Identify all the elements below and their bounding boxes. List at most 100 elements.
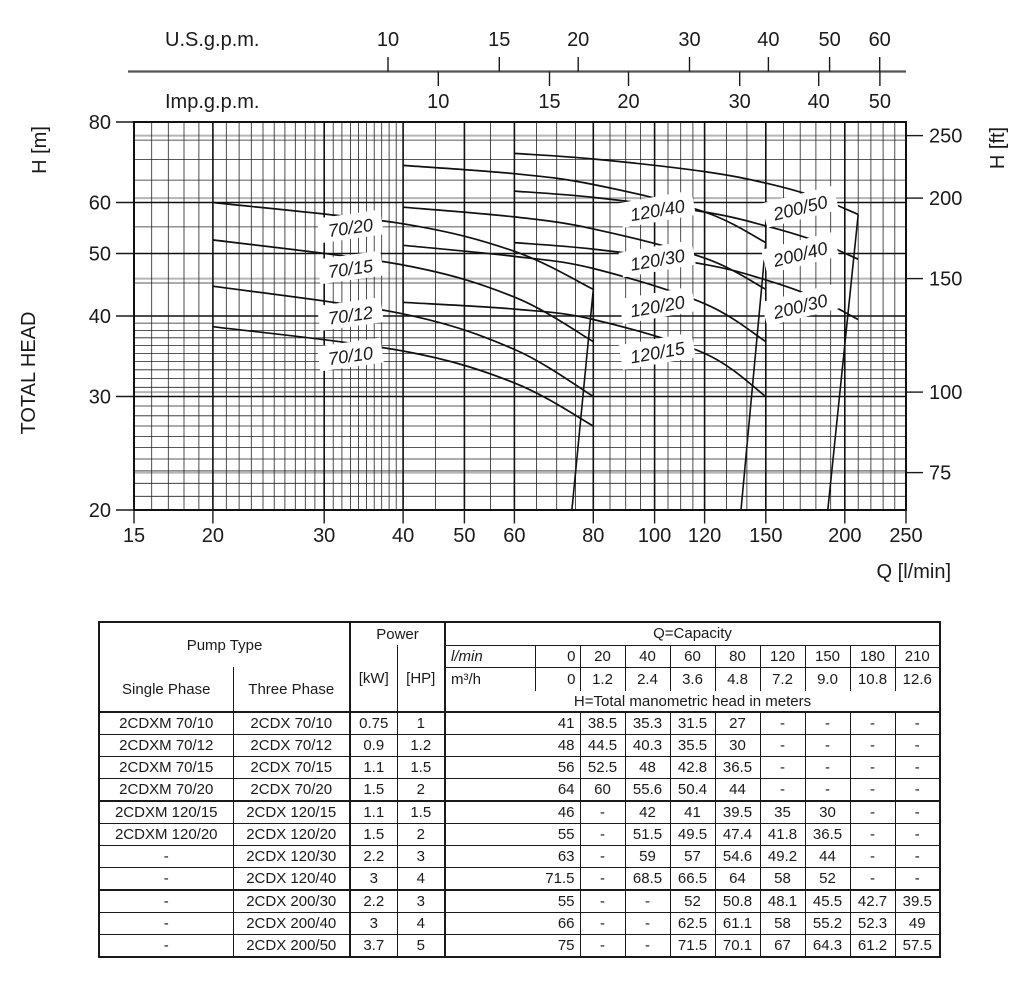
us-gpm-tick-label: 40	[757, 29, 779, 51]
flow-tick-lmin: 60	[669, 644, 716, 668]
h-ft-tick-label: 150	[929, 269, 962, 291]
curve-label-box	[618, 190, 696, 228]
h-ft-tick-label: 250	[929, 126, 962, 148]
flow-tick-m3h: 12.6	[894, 666, 941, 691]
table-cell: -	[98, 845, 234, 868]
imp-gpm-tick-label: 20	[617, 91, 639, 113]
curve-labels: 70/20 70/15 70/12 70/10 120/40 120/30 120/20 12…	[316, 185, 840, 372]
imp-gpm-tick-label: 15	[538, 91, 560, 113]
flow-tick-m3h: 0	[534, 666, 581, 691]
table-cell: 67	[759, 934, 806, 958]
table-cell: 68.5	[624, 867, 671, 891]
table-cell: 2	[396, 823, 446, 846]
pump-curve-70/10	[212, 325, 594, 427]
q-capacity-header: Q=Capacity	[444, 621, 941, 646]
pump-curve-70/15	[212, 239, 594, 343]
imp-gpm-tick-label: 40	[808, 91, 830, 113]
table-cell: 3	[349, 867, 398, 891]
q-axis-label: Q [l/min]	[877, 561, 951, 583]
single-phase-header: Single Phase	[98, 667, 234, 713]
table-cell: 35.3	[624, 711, 671, 735]
table-cell: 3	[396, 889, 446, 913]
curve-label-group: 70/15	[316, 250, 384, 285]
curve-label-box	[618, 239, 696, 278]
table-cell: 3	[349, 912, 398, 935]
table-cell: 5	[396, 934, 446, 958]
table-cell: 2CDXM 120/20	[98, 823, 234, 846]
table-row: 2CDXM 120/20 2CDX 120/20 1.5 2 55-51.5 49.5 47…	[98, 823, 941, 846]
table-cell: 58	[759, 867, 806, 891]
table-cell: 2CDXM 120/15	[98, 800, 234, 824]
table-cell: 2CDX 200/30	[232, 889, 351, 913]
h-m-tick-label: 30	[89, 387, 111, 409]
table-cell: 52	[804, 867, 851, 891]
imp-gpm-tick-label: 10	[427, 91, 449, 113]
table-cell: -	[759, 756, 806, 779]
table-cell: 2CDX 200/50	[232, 934, 351, 958]
table-cell: 30	[804, 800, 851, 824]
table-cell: 1.2	[396, 734, 446, 757]
table-cell: 2CDX 120/40	[232, 867, 351, 891]
table-cell: 39.5	[714, 800, 761, 824]
table-cell: 55.2	[804, 912, 851, 935]
table-cell: -	[894, 778, 941, 802]
table-cell: -	[624, 912, 671, 935]
table-cell: 70.1	[714, 934, 761, 958]
flow-tick-lmin: 150	[804, 644, 851, 668]
q-tick-label: 150	[749, 525, 782, 547]
table-cell: 51.5	[624, 823, 671, 846]
table-cell: -	[894, 867, 941, 891]
head-note: H=Total manometric head in meters	[444, 691, 941, 713]
curve-label-box	[618, 286, 696, 324]
curve-label-box	[316, 297, 384, 331]
operating-limit-line-120	[740, 242, 767, 511]
flow-tick-m3h: 7.2	[759, 666, 806, 691]
table-cell: -	[849, 800, 896, 824]
operating-limit-line-200	[827, 214, 859, 511]
table-cell: 58	[759, 912, 806, 935]
table-cell: 57.5	[894, 934, 941, 958]
bottom-axis: 15 20 30 40 50 60 80 100 120 150 200 250 Q [l/min]	[123, 510, 951, 583]
table-cell: 35	[759, 800, 806, 824]
total-head-axis-title: TOTAL HEAD	[18, 312, 40, 435]
flow-tick-m3h: 9.0	[804, 666, 851, 691]
table-row: -2CDX 200/30 2.2 3 55- -52 50.8 48.1 45.5 42.7 39…	[98, 889, 941, 913]
q-tick-label: 15	[123, 525, 145, 547]
h-m-tick-label: 20	[89, 500, 111, 522]
us-gpm-tick-label: 30	[678, 29, 700, 51]
table-cell: 1.1	[349, 800, 398, 824]
table-cell: 44	[714, 778, 761, 802]
q-tick-label: 250	[889, 525, 922, 547]
table-cell: 49.2	[759, 845, 806, 868]
plot-border	[133, 121, 907, 511]
power-header: Power	[349, 621, 446, 645]
table-cell: -	[98, 867, 234, 891]
us-gpm-tick-label: 20	[567, 29, 589, 51]
table-cell: -	[849, 756, 896, 779]
h-m-tick-label: 40	[89, 306, 111, 328]
table-cell: 41.8	[759, 823, 806, 846]
pump-type-header: Pump Type	[98, 621, 351, 667]
table-cell: -	[804, 734, 851, 757]
table-cell: 63	[444, 845, 581, 868]
us-gpm-tick-label: 10	[377, 29, 399, 51]
curve-label-box	[316, 209, 384, 244]
table-cell: 64	[444, 778, 581, 802]
table-cell: 60	[579, 778, 626, 802]
curve-label-box	[761, 185, 840, 228]
table-cell: -	[98, 912, 234, 935]
table-cell: 62.5	[669, 912, 716, 935]
flow-tick-lmin: 20	[579, 644, 626, 668]
table-cell: -	[894, 845, 941, 868]
flow-tick-lmin: 180	[849, 644, 896, 668]
table-row: 2CDXM 70/12 2CDX 70/12 0.9 1.2 48 44.5 40.3 35.…	[98, 734, 941, 757]
table-cell: 48.1	[759, 889, 806, 913]
q-tick-label: 40	[392, 525, 414, 547]
table-row: -2CDX 120/40 3 4 71.5-68.5 66.5 64 58 52- -	[98, 867, 941, 891]
table-cell: 1.5	[349, 823, 398, 846]
table-cell: -	[804, 778, 851, 802]
imp-gpm-tick-label: 50	[869, 91, 891, 113]
flow-tick-m3h: 10.8	[849, 666, 896, 691]
table-cell: 42.8	[669, 756, 716, 779]
